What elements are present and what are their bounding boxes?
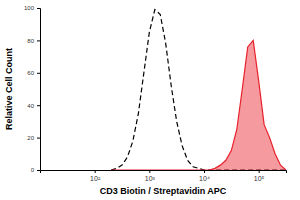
area-fill (111, 40, 286, 170)
x-tick-mark (259, 170, 260, 173)
x-axis-line (41, 171, 287, 174)
x-tick-mark (95, 170, 96, 173)
y-axis-line (37, 9, 41, 171)
chart: 10² 10³ 10⁴ 10⁵ 0 20 40 60 80 100 CD3 Biotin / Str… (0, 0, 300, 200)
x-tick-mark (204, 170, 205, 173)
x-tick-label: 10⁴ (199, 175, 210, 182)
y-tick-label: 40 (27, 103, 34, 109)
y-axis-title: Relative Cell Count (4, 48, 14, 130)
x-axis: 10² 10³ 10⁴ 10⁵ (41, 170, 287, 182)
x-tick: 10³ (145, 170, 156, 182)
y-tick-mark (37, 40, 40, 41)
x-tick-label: 10² (90, 175, 101, 182)
y-tick-mark (37, 73, 40, 74)
y-tick-label: 60 (27, 70, 34, 76)
x-tick-label: 10⁵ (254, 175, 265, 182)
y-tick: 20 (27, 135, 40, 141)
y-axis: 0 20 40 60 80 100 (24, 5, 41, 173)
area-line (111, 40, 286, 170)
y-tick-label: 80 (27, 38, 34, 44)
y-tick-mark (37, 138, 40, 139)
y-tick-label: 0 (31, 167, 35, 173)
x-tick-mark (149, 170, 150, 173)
y-tick: 80 (27, 38, 40, 44)
y-tick: 0 (31, 167, 40, 173)
x-axis-title: CD3 Biotin / Streptavidin APC (100, 186, 227, 196)
y-tick-mark (37, 170, 40, 171)
line (111, 10, 286, 170)
y-tick: 40 (27, 103, 40, 109)
x-tick: 10⁴ (199, 170, 210, 182)
y-tick-mark (37, 8, 40, 9)
y-tick: 100 (24, 5, 40, 11)
y-tick: 60 (27, 70, 40, 76)
x-tick: 10² (90, 170, 101, 182)
plot-area (111, 10, 286, 170)
y-tick-label: 20 (27, 135, 34, 141)
x-tick-label: 10³ (145, 175, 156, 182)
y-tick-mark (37, 105, 40, 106)
y-tick-label: 100 (24, 5, 35, 11)
x-tick: 10⁵ (254, 170, 265, 182)
